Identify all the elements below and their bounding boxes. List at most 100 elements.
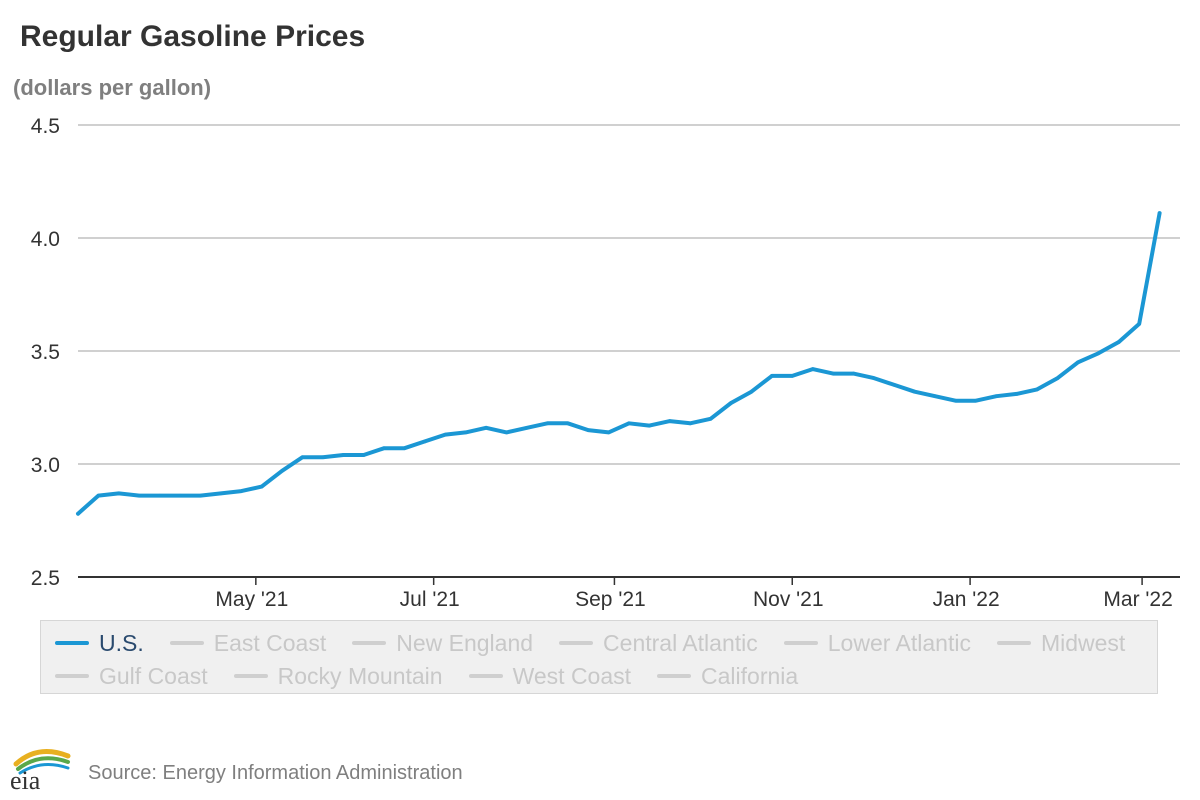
data-point: [810, 367, 815, 371]
data-point: [627, 421, 631, 426]
legend-label: New England: [396, 629, 534, 656]
chart-title: Regular Gasoline Prices: [20, 20, 366, 53]
data-point: [586, 428, 590, 432]
data-point: [117, 491, 121, 496]
data-point: [96, 493, 101, 498]
data-point: [280, 468, 284, 473]
data-point: [504, 430, 509, 435]
eia-logo: eia: [10, 749, 71, 792]
legend-swatch: [468, 674, 503, 678]
data-point: [423, 439, 427, 444]
data-point: [361, 453, 366, 457]
legend-label: West Coast: [512, 662, 632, 689]
y-axis-unit-label: (dollars per gallon): [13, 75, 212, 100]
data-point: [443, 432, 448, 437]
data-point: [198, 493, 203, 498]
legend-item-west-coast[interactable]: West Coast: [468, 662, 632, 689]
data-point: [76, 511, 80, 516]
data-point: [872, 376, 876, 380]
data-point: [565, 421, 570, 426]
series-line-us: [76, 211, 1162, 516]
data-point: [729, 401, 733, 405]
data-point: [321, 455, 325, 460]
data-point: [382, 446, 386, 450]
data-point: [300, 455, 305, 460]
legend-item-midwest[interactable]: Midwest: [996, 629, 1126, 656]
x-tick-label: Nov '21: [753, 588, 824, 610]
legend-label: Lower Atlantic: [827, 629, 971, 656]
line-chart: 4.5 4.0 3.5 3.0 2.5 May '21 Jul '21 Sep '21 Nov …: [31, 115, 1180, 610]
legend-swatch: [233, 674, 268, 678]
data-point: [259, 484, 264, 489]
legend-label: East Coast: [213, 629, 327, 656]
data-point: [219, 491, 223, 496]
legend-item-rocky-mountain[interactable]: Rocky Mountain: [233, 662, 443, 689]
legend-item-california[interactable]: California: [657, 662, 799, 689]
legend-item-lower-atlantic[interactable]: Lower Atlantic: [783, 629, 971, 656]
legend-item-east-coast[interactable]: East Coast: [169, 629, 327, 656]
data-point: [892, 383, 897, 387]
legend-swatch: [783, 641, 818, 645]
x-tick-label: Mar '22: [1103, 588, 1172, 610]
data-point: [953, 398, 958, 403]
chart-legend: U.S. East Coast New England Central Atla…: [40, 620, 1158, 694]
data-point: [933, 394, 937, 399]
y-tick-label: 3.5: [31, 341, 60, 364]
logo-arc-blue: [18, 762, 70, 775]
data-point: [239, 489, 244, 493]
data-point: [1157, 211, 1162, 215]
legend-label: Midwest: [1040, 629, 1126, 656]
data-point: [1076, 360, 1080, 365]
data-point: [1096, 351, 1101, 356]
legend-label: Gulf Coast: [99, 662, 208, 689]
legend-item-us[interactable]: U.S.: [55, 630, 144, 656]
legend-swatch: [55, 641, 89, 645]
legend-swatch: [55, 674, 89, 678]
logo-text: eia: [10, 766, 41, 792]
legend-item-gulf-coast[interactable]: Gulf Coast: [55, 662, 208, 689]
legend-swatch: [352, 641, 387, 645]
legend-swatch: [559, 641, 594, 645]
data-point: [831, 371, 835, 376]
data-point: [463, 430, 468, 435]
data-point: [341, 453, 346, 457]
data-point: [994, 394, 999, 399]
logo-arc-green: [16, 756, 70, 771]
legend-label: Central Atlantic: [603, 629, 758, 656]
data-point: [157, 493, 162, 498]
data-point: [545, 421, 550, 426]
data-point: [851, 371, 856, 376]
data-point: [912, 389, 917, 394]
data-point: [137, 493, 142, 498]
data-point: [402, 446, 407, 450]
x-tick-label: May '21: [215, 588, 288, 610]
legend-swatch: [169, 641, 204, 645]
x-tick-label: Jan '22: [933, 588, 1000, 610]
legend-label: Rocky Mountain: [277, 662, 443, 689]
data-point: [647, 423, 652, 428]
data-point: [606, 430, 611, 435]
source-note: Source: Energy Information Administratio…: [88, 762, 463, 784]
data-point: [790, 374, 795, 378]
legend-label: California: [701, 662, 799, 689]
y-tick-label: 2.5: [31, 567, 60, 590]
y-tick-label: 4.5: [31, 115, 60, 138]
x-tick-label: Sep '21: [575, 588, 646, 610]
data-point: [1116, 340, 1121, 344]
legend-swatch: [657, 674, 692, 678]
x-tick-label: Jul '21: [400, 588, 460, 610]
y-tick-label: 3.0: [31, 454, 60, 477]
data-point: [974, 398, 978, 403]
legend-item-new-england[interactable]: New England: [352, 629, 534, 656]
data-point: [749, 389, 754, 394]
data-point: [484, 426, 488, 430]
y-tick-label: 4.0: [31, 228, 60, 251]
data-point: [525, 426, 529, 430]
data-point: [668, 419, 672, 423]
data-point: [770, 374, 774, 378]
logo-arc-yellow: [13, 749, 71, 767]
legend-swatch: [996, 641, 1031, 645]
data-point: [1055, 376, 1060, 380]
legend-item-central-atlantic[interactable]: Central Atlantic: [559, 629, 758, 656]
data-point: [1014, 392, 1019, 396]
